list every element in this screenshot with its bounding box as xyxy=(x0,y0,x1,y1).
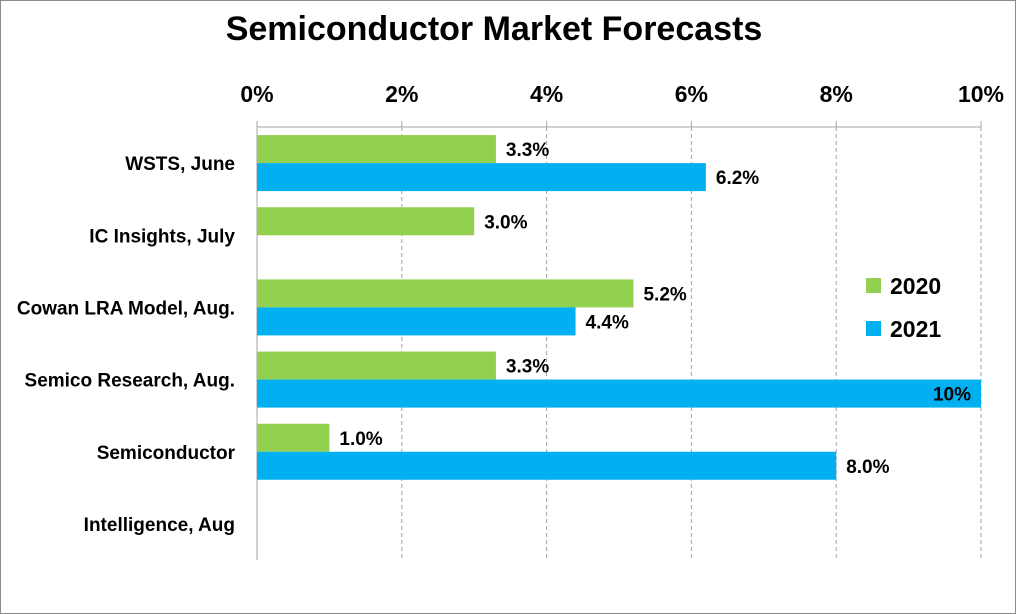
gridlines xyxy=(401,127,982,560)
axes: 0% 2% 4% 6% 8% 10% WSTS, June IC Insights, July… xyxy=(17,81,1004,560)
chart-title: Semiconductor Market Forecasts xyxy=(226,10,763,48)
data-label: 3.0% xyxy=(484,212,527,233)
bar-2021 xyxy=(257,379,981,408)
data-label: 3.3% xyxy=(506,140,549,161)
category-label: IC Insights, July xyxy=(89,226,235,247)
category-label: WSTS, June xyxy=(125,154,235,175)
data-labels: 3.3% 3.0% 5.2% 3.3% 1.0% 6.2% 4.4% 10% 8.0% xyxy=(339,140,971,478)
legend: 2020 2021 xyxy=(866,273,941,342)
legend-swatch xyxy=(866,321,881,336)
bar-2020 xyxy=(257,279,634,308)
bar-2021 xyxy=(257,163,706,192)
bar-2020 xyxy=(257,135,496,164)
x-tick-label: 4% xyxy=(530,81,563,107)
legend-label: 2020 xyxy=(890,273,941,299)
bar-2021 xyxy=(257,451,837,480)
data-label: 6.2% xyxy=(716,168,759,189)
category-label: Semiconductor xyxy=(97,443,236,464)
legend-swatch xyxy=(866,278,881,293)
x-tick-label: 10% xyxy=(958,81,1004,107)
legend-label: 2021 xyxy=(890,316,941,342)
category-label: Semico Research, Aug. xyxy=(25,371,235,392)
data-label: 5.2% xyxy=(643,284,686,305)
category-label: Cowan LRA Model, Aug. xyxy=(17,298,235,319)
x-tick-label: 0% xyxy=(240,81,273,107)
data-label: 10% xyxy=(933,385,971,406)
bar-2021 xyxy=(257,307,576,336)
bar-2020 xyxy=(257,207,475,236)
bar-2020 xyxy=(257,423,330,452)
data-label: 8.0% xyxy=(846,457,889,478)
data-label: 1.0% xyxy=(339,429,382,450)
x-tick-label: 6% xyxy=(675,81,708,107)
data-label: 4.4% xyxy=(586,312,629,333)
category-label: Intelligence, Aug xyxy=(84,515,235,536)
x-tick-label: 8% xyxy=(820,81,853,107)
data-label: 3.3% xyxy=(506,357,549,378)
bars xyxy=(257,135,981,480)
bar-2020 xyxy=(257,351,496,380)
x-tick-label: 2% xyxy=(385,81,418,107)
